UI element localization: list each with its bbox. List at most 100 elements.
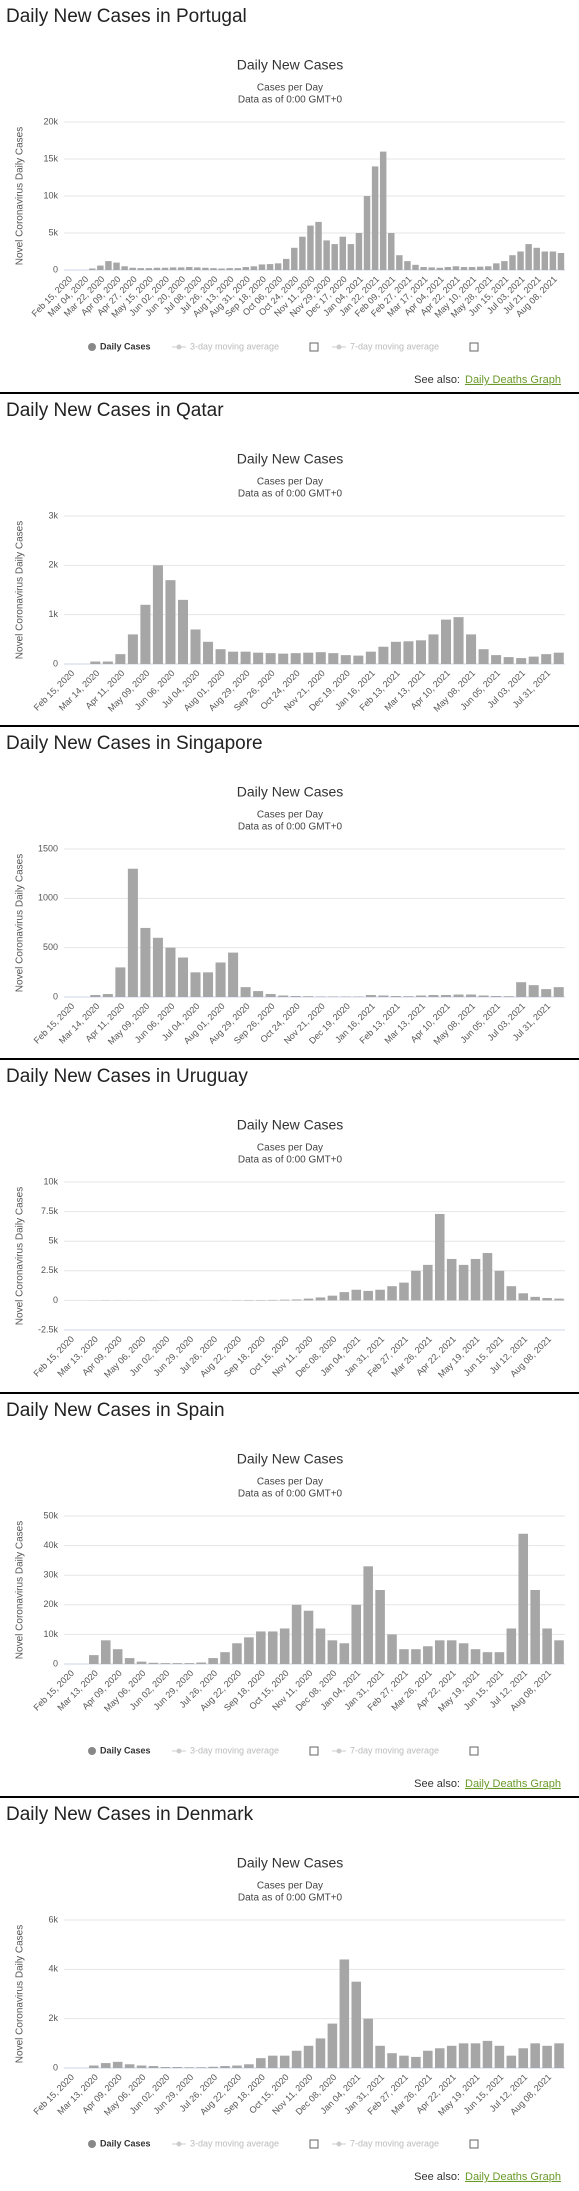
bar [482,1652,493,1664]
bar [363,1290,373,1301]
legend-label[interactable]: 3-day moving average [190,1745,279,1755]
bar [415,640,426,664]
chart-note: Data as of 0:00 GMT+0 [238,1155,343,1166]
bar [553,987,564,997]
bar [478,649,489,664]
bar [202,267,209,270]
bar [256,1631,266,1664]
bar [148,2066,159,2068]
bar [411,1270,421,1301]
bar [482,2040,493,2068]
chart-title: Daily New Cases [237,1855,344,1871]
bar [140,927,151,997]
chart-title: Daily New Cases [237,451,344,467]
see-also: See also: [414,374,460,386]
y-tick-label: 10k [43,190,58,200]
bar [351,1289,362,1301]
bar [340,655,351,664]
y-tick-label: 0 [53,1658,58,1668]
bar [446,1258,457,1301]
legend-checkbox[interactable] [309,1746,319,1756]
legend-checkbox[interactable] [469,342,479,352]
bar [399,1282,409,1301]
bar [172,1663,183,1664]
chart-panel: Daily New Cases in Uruguay Daily New Case… [0,1066,579,1394]
chart-subtitle: Cases per Day [257,477,323,488]
bar [494,1652,505,1664]
bar [315,1628,326,1664]
bar [291,247,298,270]
chart-panel: Daily New Cases in Denmark Daily New Case… [6,1804,565,2183]
bar [203,641,214,664]
legend-checkbox[interactable] [309,2139,319,2149]
legend-label[interactable]: 7-day moving average [350,341,439,351]
bar [375,2045,385,2068]
bar [554,2043,564,2068]
bar [452,266,460,270]
y-tick-label: 15k [43,153,58,163]
link[interactable]: Daily Deaths Graph [465,1778,561,1790]
y-tick-label: -2.5k [38,1324,59,1334]
bar [365,995,376,997]
bar [228,952,239,997]
legend-label[interactable]: 7-day moving average [350,1745,439,1755]
link[interactable]: Daily Deaths Graph [465,374,561,386]
bar [428,267,435,270]
legend-checkbox[interactable] [469,1746,479,1756]
bar [303,996,314,997]
y-tick-label: 0 [53,658,58,668]
bar [240,651,251,664]
bar [404,261,411,270]
legend-marker [176,2141,182,2147]
bar [127,634,138,664]
y-axis-label: Novel Coronavirus Daily Cases [15,1521,26,1659]
bar [396,255,403,270]
bar [355,233,363,270]
bar [468,267,476,270]
bar [278,995,289,997]
bar [403,641,414,664]
bar [412,264,419,270]
bar [115,967,126,997]
bar [177,957,188,997]
y-tick-label: 0 [53,2062,58,2072]
link[interactable]: Daily Deaths Graph [465,2171,561,2183]
bar [242,267,250,270]
bar [165,580,176,664]
legend-label[interactable]: Daily Cases [100,1745,151,1755]
legend-checkbox[interactable] [469,2139,479,2149]
y-tick-label: 3k [48,510,58,520]
bar [244,1637,254,1664]
legend-label[interactable]: Daily Cases [100,341,151,351]
bar [387,1634,397,1664]
y-tick-label: 1000 [38,893,58,903]
bar [549,251,557,270]
bar [327,1640,338,1664]
legend-checkbox[interactable] [309,342,319,352]
bar [136,2065,147,2068]
chart-panel: Daily New Cases in Qatar Daily New Cases C… [0,400,579,727]
bar [315,652,326,664]
y-tick-label: 2k [48,2013,58,2023]
bar [542,2045,552,2068]
bar [315,2038,326,2068]
bar [290,996,301,997]
bar [105,261,112,270]
bar [399,2055,409,2068]
legend-label[interactable]: 3-day moving average [190,2138,279,2148]
bar [124,2064,135,2068]
bar [423,1264,433,1301]
bar [100,1640,111,1664]
y-axis-label: Novel Coronavirus Daily Cases [15,127,26,265]
y-tick-label: 2.5k [41,1265,59,1275]
legend-label[interactable]: 7-day moving average [350,2138,439,2148]
bar [169,267,177,270]
legend-label[interactable]: 3-day moving average [190,341,279,351]
bar [387,1286,397,1301]
bar [388,233,395,270]
legend-label[interactable]: Daily Cases [100,2138,151,2148]
bar [115,654,126,664]
chart-title: Daily New Cases [237,1451,344,1467]
bar [266,264,274,270]
bar [530,1296,540,1301]
